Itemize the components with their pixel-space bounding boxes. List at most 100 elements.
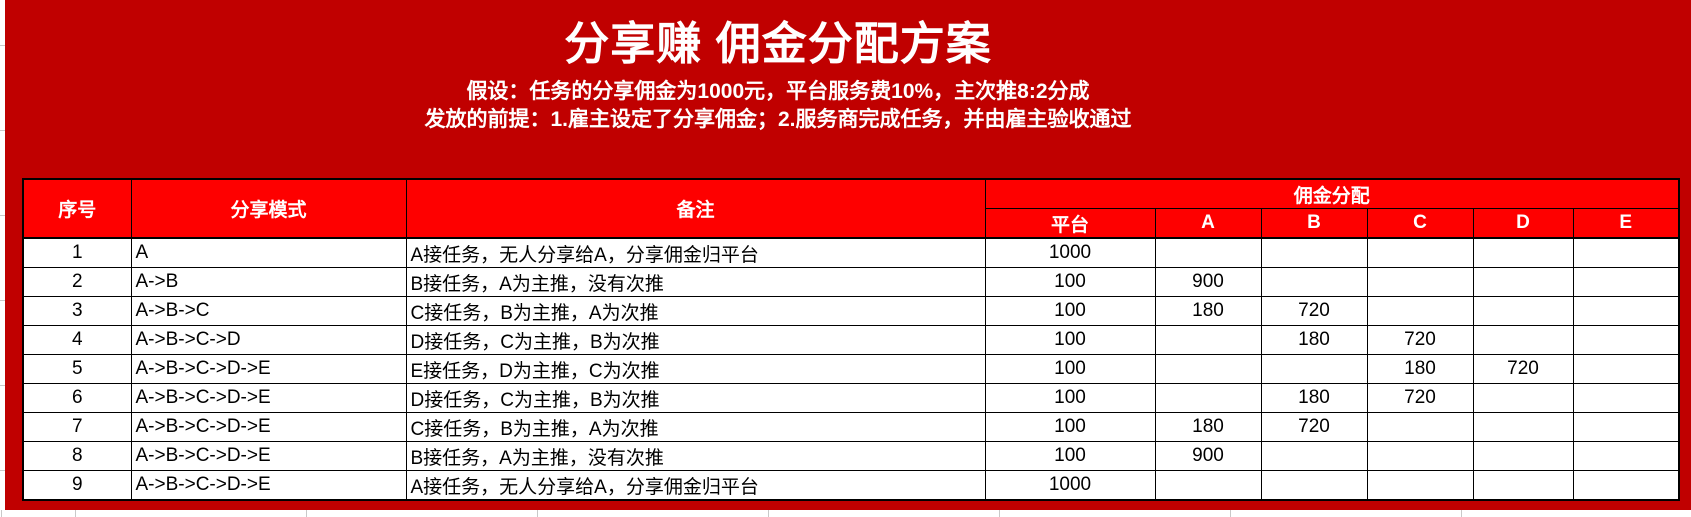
cell-c: 180: [1366, 354, 1474, 384]
table-row: 7 A->B->C->D->E C接任务，B为主推，A为次推 100 180 720: [22, 412, 1680, 442]
cell-note: B接任务，A为主推，没有次推: [405, 441, 986, 471]
cell-mode: A->B->C->D->E: [130, 354, 407, 384]
cell-e: [1572, 441, 1680, 471]
cell-e: [1572, 470, 1680, 501]
cell-a: [1154, 237, 1262, 268]
cell-b: [1260, 470, 1368, 501]
cell-a: [1154, 470, 1262, 501]
table-row: 8 A->B->C->D->E B接任务，A为主推，没有次推 100 900: [22, 441, 1680, 471]
cell-no: 2: [22, 267, 132, 297]
cell-e: [1572, 267, 1680, 297]
col-header-e: E: [1572, 208, 1680, 239]
cell-no: 8: [22, 441, 132, 471]
cell-note: D接任务，C为主推，B为次推: [405, 383, 986, 413]
cell-note: B接任务，A为主推，没有次推: [405, 267, 986, 297]
cell-d: [1472, 383, 1574, 413]
cell-b: [1260, 237, 1368, 268]
cell-b: 720: [1260, 296, 1368, 326]
cell-a: [1154, 325, 1262, 355]
cell-mode: A->B->C->D: [130, 325, 407, 355]
cell-platform: 1000: [984, 237, 1156, 268]
cell-a: 180: [1154, 412, 1262, 442]
header-row-group: 序号 分享模式 备注 佣金分配: [22, 178, 1680, 239]
cell-d: [1472, 237, 1574, 268]
cell-platform: 100: [984, 412, 1156, 442]
cell-a: 900: [1154, 267, 1262, 297]
cell-platform: 100: [984, 441, 1156, 471]
cell-no: 3: [22, 296, 132, 326]
cell-d: [1472, 470, 1574, 501]
cell-platform: 1000: [984, 470, 1156, 501]
cell-platform: 100: [984, 383, 1156, 413]
cell-mode: A: [130, 237, 407, 268]
cell-c: [1366, 237, 1474, 268]
cell-mode: A->B->C->D->E: [130, 441, 407, 471]
cell-no: 4: [22, 325, 132, 355]
col-header-mode: 分享模式: [130, 178, 407, 239]
cell-b: [1260, 267, 1368, 297]
cell-no: 1: [22, 237, 132, 268]
col-header-no: 序号: [22, 178, 132, 239]
header-row-sub: 平台 A B C D E: [23, 208, 1680, 239]
cell-a: 900: [1154, 441, 1262, 471]
cell-d: [1472, 296, 1574, 326]
cell-c: 720: [1366, 325, 1474, 355]
cell-no: 5: [22, 354, 132, 384]
cell-d: [1472, 267, 1574, 297]
cell-note: E接任务，D为主推，C为次推: [405, 354, 986, 384]
col-header-b: B: [1260, 208, 1368, 239]
table-row: 9 A->B->C->D->E A接任务，无人分享给A，分享佣金归平台 1000: [22, 470, 1680, 501]
cell-platform: 100: [984, 325, 1156, 355]
cell-note: C接任务，B为主推，A为次推: [405, 296, 986, 326]
table-row: 4 A->B->C->D D接任务，C为主推，B为次推 100 180 720: [22, 325, 1680, 355]
group-header-commission: 佣金分配: [984, 178, 1680, 209]
subtitle-assumption: 假设：任务的分享佣金为1000元，平台服务费10%，主次推8:2分成: [466, 80, 1090, 104]
cell-c: [1366, 296, 1474, 326]
cell-b: 720: [1260, 412, 1368, 442]
cell-b: [1260, 354, 1368, 384]
col-header-a: A: [1154, 208, 1262, 239]
table-row: 1 A A接任务，无人分享给A，分享佣金归平台 1000: [22, 237, 1680, 268]
cell-mode: A->B: [130, 267, 407, 297]
cell-d: [1472, 412, 1574, 442]
cell-e: [1572, 383, 1680, 413]
cell-mode: A->B->C->D->E: [130, 470, 407, 501]
cell-note: A接任务，无人分享给A，分享佣金归平台: [405, 237, 986, 268]
table-body: 1 A A接任务，无人分享给A，分享佣金归平台 1000 2 A->B B接任务，A为主推，…: [22, 237, 1680, 501]
table-row: 5 A->B->C->D->E E接任务，D为主推，C为次推 100 180 720: [22, 354, 1680, 384]
cell-note: C接任务，B为主推，A为次推: [405, 412, 986, 442]
cell-b: 180: [1260, 383, 1368, 413]
col-header-c: C: [1366, 208, 1474, 239]
page-title: 分享赚 佣金分配方案: [564, 18, 992, 69]
cell-no: 6: [22, 383, 132, 413]
cell-mode: A->B->C->D->E: [130, 412, 407, 442]
cell-c: [1366, 412, 1474, 442]
cell-c: [1366, 470, 1474, 501]
table-header: 序号 分享模式 备注 佣金分配 平台 A B C D E: [22, 178, 1680, 239]
table-row: 2 A->B B接任务，A为主推，没有次推 100 900: [22, 267, 1680, 297]
cell-a: [1154, 354, 1262, 384]
cell-mode: A->B->C: [130, 296, 407, 326]
cell-d: [1472, 441, 1574, 471]
cell-platform: 100: [984, 354, 1156, 384]
cell-b: [1260, 441, 1368, 471]
cell-a: 180: [1154, 296, 1262, 326]
header-area: 分享赚 佣金分配方案 假设：任务的分享佣金为1000元，平台服务费10%，主次推…: [0, 0, 1556, 134]
cell-c: 720: [1366, 383, 1474, 413]
cell-a: [1154, 383, 1262, 413]
cell-no: 7: [22, 412, 132, 442]
cell-note: D接任务，C为主推，B为次推: [405, 325, 986, 355]
cell-mode: A->B->C->D->E: [130, 383, 407, 413]
cell-e: [1572, 296, 1680, 326]
cell-c: [1366, 267, 1474, 297]
sheet-edge-left: [0, 0, 5, 510]
cell-no: 9: [22, 470, 132, 501]
col-header-platform: 平台: [984, 208, 1156, 239]
cell-e: [1572, 354, 1680, 384]
cell-c: [1366, 441, 1474, 471]
col-header-d: D: [1472, 208, 1574, 239]
cell-platform: 100: [984, 296, 1156, 326]
table-row: 3 A->B->C C接任务，B为主推，A为次推 100 180 720: [22, 296, 1680, 326]
cell-e: [1572, 237, 1680, 268]
